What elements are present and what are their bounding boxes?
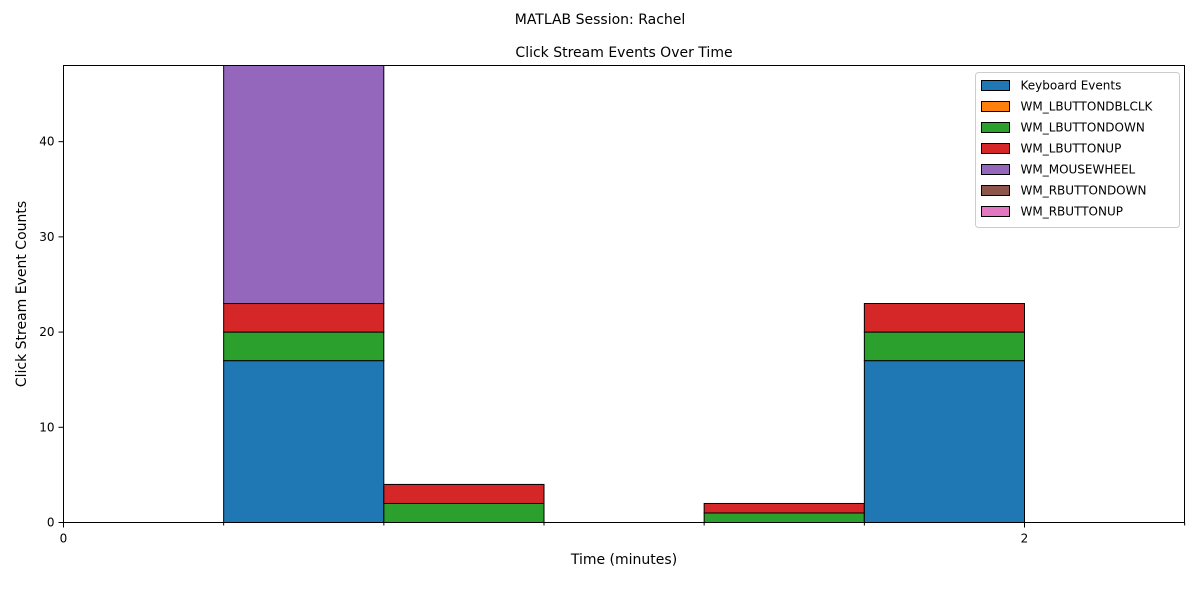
y-tick-label: 30 <box>39 230 54 244</box>
bar-segment <box>383 502 545 524</box>
legend-label: WM_LBUTTONDOWN <box>1021 121 1145 135</box>
legend-label: WM_LBUTTONUP <box>1021 142 1122 156</box>
legend-swatch <box>981 206 1010 217</box>
y-tick-label: 10 <box>39 420 54 434</box>
bar-segment <box>703 502 865 514</box>
legend-label: Keyboard Events <box>1021 79 1122 93</box>
y-axis: 0 10 20 30 40 <box>39 135 64 530</box>
legend-label: WM_LBUTTONDBLCLK <box>1021 100 1154 114</box>
y-tick-label: 20 <box>39 325 54 339</box>
figure-suptitle: MATLAB Session: Rachel <box>515 12 686 28</box>
bar-segment <box>223 331 385 362</box>
chart-title: Click Stream Events Over Time <box>515 45 732 61</box>
x-tick-label: 0 <box>60 532 68 546</box>
x-axis-label: Time (minutes) <box>570 552 677 568</box>
legend-swatch <box>981 122 1010 133</box>
axes-frame <box>63 65 1185 523</box>
bar-segment <box>863 331 1025 362</box>
legend: Keyboard Events WM_LBUTTONDBLCLK WM_LBUTTO… <box>975 72 1180 228</box>
legend-box <box>975 72 1180 228</box>
bar-segment <box>223 303 385 333</box>
legend-swatch <box>981 164 1010 175</box>
bar-segment <box>223 65 385 305</box>
bar-segment <box>223 360 385 524</box>
y-tick-label: 40 <box>39 135 54 149</box>
bar-segment <box>863 303 1025 333</box>
legend-label: WM_RBUTTONUP <box>1021 205 1123 219</box>
bar-segment <box>703 512 865 524</box>
plot-area <box>223 65 1025 524</box>
y-axis-label: Click Stream Event Counts <box>14 201 30 387</box>
bar-segment <box>863 360 1025 524</box>
legend-swatch <box>981 80 1010 91</box>
x-tick-label: 2 <box>1021 532 1029 546</box>
legend-swatch <box>981 185 1010 196</box>
y-tick-label: 0 <box>47 516 55 530</box>
legend-label: WM_RBUTTONDOWN <box>1021 184 1147 198</box>
legend-swatch <box>981 143 1010 154</box>
bar-segment <box>383 483 545 504</box>
legend-label: WM_MOUSEWHEEL <box>1021 163 1136 177</box>
legend-swatch <box>981 101 1010 112</box>
